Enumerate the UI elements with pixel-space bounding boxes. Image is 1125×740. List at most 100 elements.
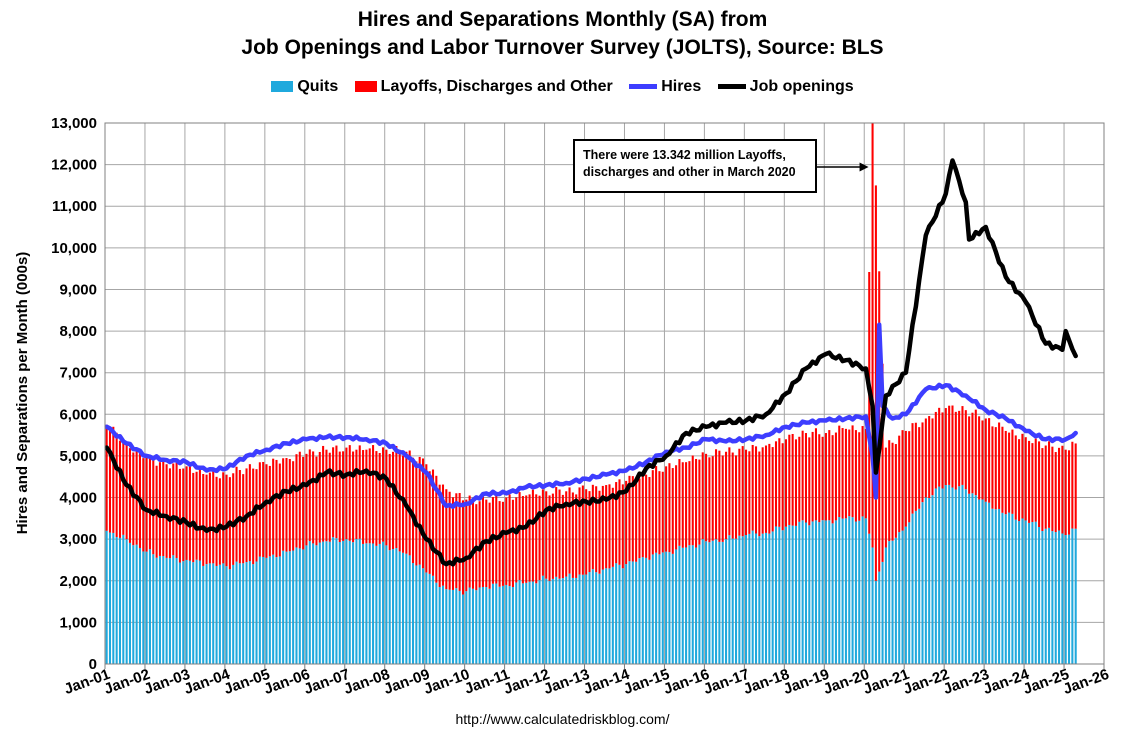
bar-layoffs	[831, 435, 834, 524]
bar-quits	[155, 557, 158, 664]
bar-quits	[988, 502, 991, 664]
bar-layoffs	[988, 418, 991, 503]
legend-swatch-hires	[629, 84, 658, 90]
bar-layoffs	[292, 461, 295, 551]
bar-layoffs	[784, 439, 788, 527]
bar-quits	[435, 582, 438, 664]
bar-layoffs	[918, 427, 921, 509]
bar-layoffs	[898, 435, 901, 533]
bar-layoffs	[678, 459, 681, 546]
bar-layoffs	[1028, 440, 1031, 523]
bar-layoffs	[451, 497, 455, 590]
y-tick-label: 8,000	[59, 323, 97, 340]
bar-layoffs	[818, 434, 821, 523]
x-axis-ticks: Jan-01Jan-02Jan-03Jan-04Jan-05Jan-06Jan-…	[62, 664, 1111, 698]
bar-layoffs	[621, 484, 624, 569]
bar-quits	[158, 555, 161, 664]
bar-layoffs	[744, 449, 748, 535]
bar-quits	[774, 526, 778, 664]
bar-quits	[312, 543, 315, 664]
bar-quits	[861, 516, 864, 664]
bar-quits	[651, 554, 654, 664]
bar-layoffs	[465, 499, 468, 592]
y-tick-label: 7,000	[59, 365, 97, 382]
bar-quits	[415, 565, 418, 664]
bar-layoffs	[531, 489, 534, 582]
bar-layoffs	[741, 446, 744, 537]
bar-quits	[1074, 528, 1077, 664]
bar-quits	[565, 576, 568, 664]
bar-quits	[781, 530, 784, 664]
bar-quits	[595, 572, 598, 664]
bar-layoffs	[628, 475, 631, 562]
bar-quits	[608, 568, 611, 664]
bar-layoffs	[278, 463, 281, 557]
bar-layoffs	[648, 477, 651, 560]
bar-layoffs	[944, 408, 947, 486]
bar-layoffs	[551, 493, 554, 579]
bar-layoffs	[981, 420, 984, 500]
bar-layoffs	[118, 440, 122, 538]
bar-quits	[715, 539, 718, 664]
bar-quits	[1018, 521, 1021, 664]
bar-quits	[948, 484, 951, 664]
bar-quits	[914, 510, 917, 664]
bar-layoffs	[804, 433, 807, 523]
bar-layoffs	[748, 451, 751, 534]
bar-quits	[278, 556, 281, 664]
bar-quits	[222, 563, 225, 664]
bar-layoffs	[468, 495, 471, 588]
bar-quits	[541, 575, 544, 664]
bar-quits	[725, 539, 728, 664]
bar-layoffs	[951, 405, 954, 488]
bar-quits	[738, 535, 741, 664]
bar-quits	[1051, 531, 1054, 664]
bar-quits	[868, 533, 871, 664]
bar-layoffs	[1054, 452, 1057, 533]
bar-quits	[748, 533, 751, 664]
bar-quits	[744, 534, 748, 664]
bar-quits	[525, 582, 528, 664]
bar-layoffs	[1001, 426, 1004, 513]
bar-layoffs	[545, 491, 548, 579]
y-tick-label: 1,000	[59, 614, 97, 631]
bar-layoffs	[941, 412, 944, 489]
bar-layoffs	[175, 462, 178, 558]
bar-layoffs	[938, 407, 941, 487]
bar-layoffs	[335, 445, 338, 539]
bar-quits	[218, 564, 221, 664]
bar-quits	[844, 518, 847, 664]
bar-layoffs	[961, 406, 964, 485]
bar-quits	[228, 569, 231, 664]
bar-quits	[471, 588, 474, 664]
bar-quits	[135, 544, 138, 664]
bar-layoffs	[814, 428, 817, 521]
bar-quits	[425, 572, 428, 664]
bar-quits	[518, 580, 521, 664]
bar-quits	[475, 590, 478, 664]
bar-quits	[245, 562, 248, 664]
bar-layoffs	[232, 473, 235, 565]
bar-layoffs	[152, 459, 155, 555]
bar-layoffs	[655, 466, 658, 553]
bar-layoffs	[302, 456, 305, 550]
bar-quits	[705, 541, 708, 664]
bar-layoffs	[761, 447, 764, 534]
bar-quits	[735, 538, 738, 664]
bar-quits	[421, 568, 425, 664]
bar-layoffs	[471, 497, 474, 589]
bar-quits	[285, 551, 288, 664]
bar-quits	[691, 545, 694, 664]
bar-quits	[848, 516, 851, 664]
bar-quits	[115, 536, 118, 664]
bar-layoffs	[338, 451, 341, 542]
bar-layoffs	[701, 452, 704, 540]
bar-quits	[202, 565, 205, 664]
bars	[105, 123, 1077, 664]
bar-layoffs	[691, 455, 694, 546]
bar-layoffs	[115, 432, 118, 537]
bar-layoffs	[991, 426, 994, 509]
bar-layoffs	[521, 496, 524, 584]
bar-layoffs	[631, 476, 634, 562]
bar-quits	[1068, 534, 1071, 664]
